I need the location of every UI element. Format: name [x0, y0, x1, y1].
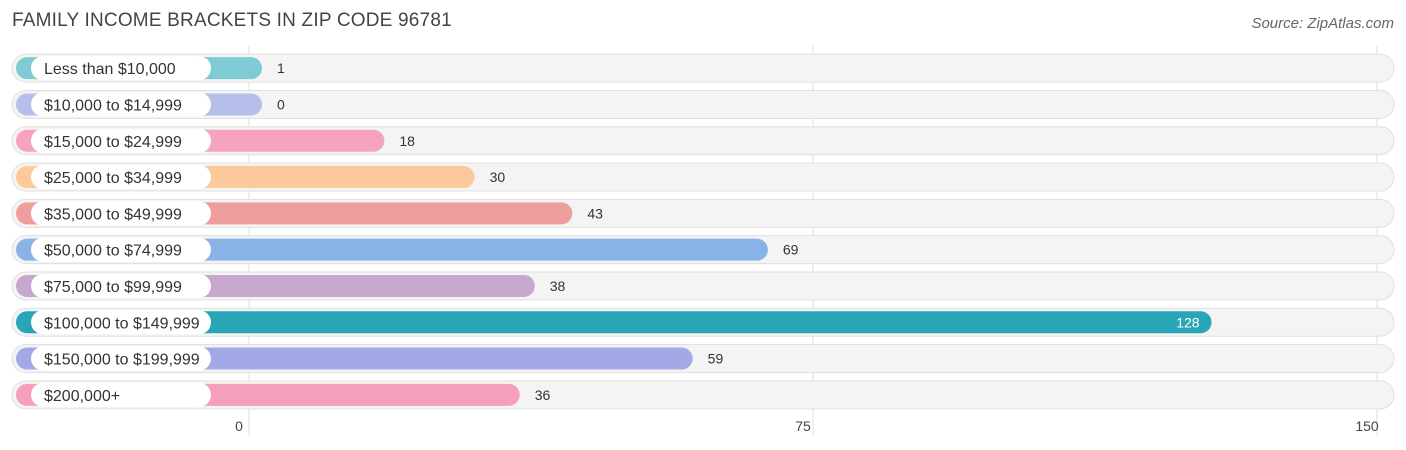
bar-row: $200,000+ 36	[11, 380, 1395, 410]
data-label: 0	[277, 96, 285, 112]
category-label: $75,000 to $99,999	[44, 279, 182, 296]
data-label: 128	[1176, 314, 1200, 330]
category-pill	[31, 128, 211, 153]
x-tick-label: 0	[235, 418, 243, 434]
bar-row: $100,000 to $149,999 128	[11, 307, 1395, 337]
data-label: 38	[550, 278, 566, 294]
category-label: $50,000 to $74,999	[44, 243, 182, 260]
data-label: 1	[277, 60, 285, 76]
bar-row: $75,000 to $99,999 38	[11, 271, 1395, 301]
category-label: $10,000 to $14,999	[44, 97, 182, 114]
category-label: $35,000 to $49,999	[44, 206, 182, 223]
category-pill	[31, 273, 211, 298]
category-pill	[31, 382, 211, 407]
data-label: 36	[535, 387, 551, 403]
bar-row: Less than $10,000 1	[11, 53, 1395, 83]
data-label: 59	[708, 351, 724, 367]
category-label: $150,000 to $199,999	[44, 352, 200, 369]
category-label: $15,000 to $24,999	[44, 134, 182, 151]
category-label: Less than $10,000	[44, 61, 176, 78]
bar-track	[11, 89, 1395, 119]
bar-row: $15,000 to $24,999 18	[11, 126, 1395, 156]
bar	[16, 311, 1212, 334]
category-label: $100,000 to $149,999	[44, 315, 200, 332]
category-label: $25,000 to $34,999	[44, 170, 182, 187]
category-label: $200,000+	[44, 388, 120, 405]
bar-row: $10,000 to $14,999 0	[11, 89, 1395, 119]
bar-row: $50,000 to $74,999 69	[11, 235, 1395, 265]
data-label: 18	[399, 133, 415, 149]
category-pill	[31, 237, 211, 262]
category-pill	[31, 92, 211, 117]
category-pill	[31, 201, 211, 226]
category-pill	[31, 165, 211, 190]
category-pill	[31, 56, 211, 81]
data-label: 30	[490, 169, 506, 185]
bar-row: $35,000 to $49,999 43	[11, 198, 1395, 228]
source-note: Source: ZipAtlas.com	[1251, 15, 1394, 32]
x-axis: 0 75 150	[235, 418, 1379, 434]
bar-row: $150,000 to $199,999 59	[11, 344, 1395, 374]
x-tick-label: 75	[795, 418, 811, 434]
chart-title: FAMILY INCOME BRACKETS IN ZIP CODE 96781	[12, 10, 452, 31]
data-label: 69	[783, 242, 799, 258]
data-label: 43	[587, 205, 603, 221]
bar-track	[11, 53, 1395, 83]
category-pill	[31, 346, 211, 371]
category-pill	[31, 310, 211, 335]
bar-row: $25,000 to $34,999 30	[11, 162, 1395, 192]
x-tick-label: 150	[1355, 418, 1379, 434]
